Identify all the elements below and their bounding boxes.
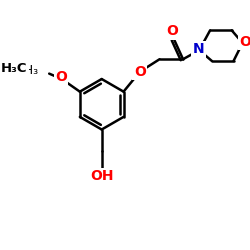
Text: O: O xyxy=(239,35,250,49)
Text: O: O xyxy=(166,24,178,38)
Text: N: N xyxy=(192,42,204,56)
Text: O: O xyxy=(134,65,146,79)
Text: O: O xyxy=(55,70,67,84)
Text: OH: OH xyxy=(90,170,114,183)
Text: H₃C: H₃C xyxy=(1,62,28,75)
Text: CH₃: CH₃ xyxy=(15,64,38,76)
